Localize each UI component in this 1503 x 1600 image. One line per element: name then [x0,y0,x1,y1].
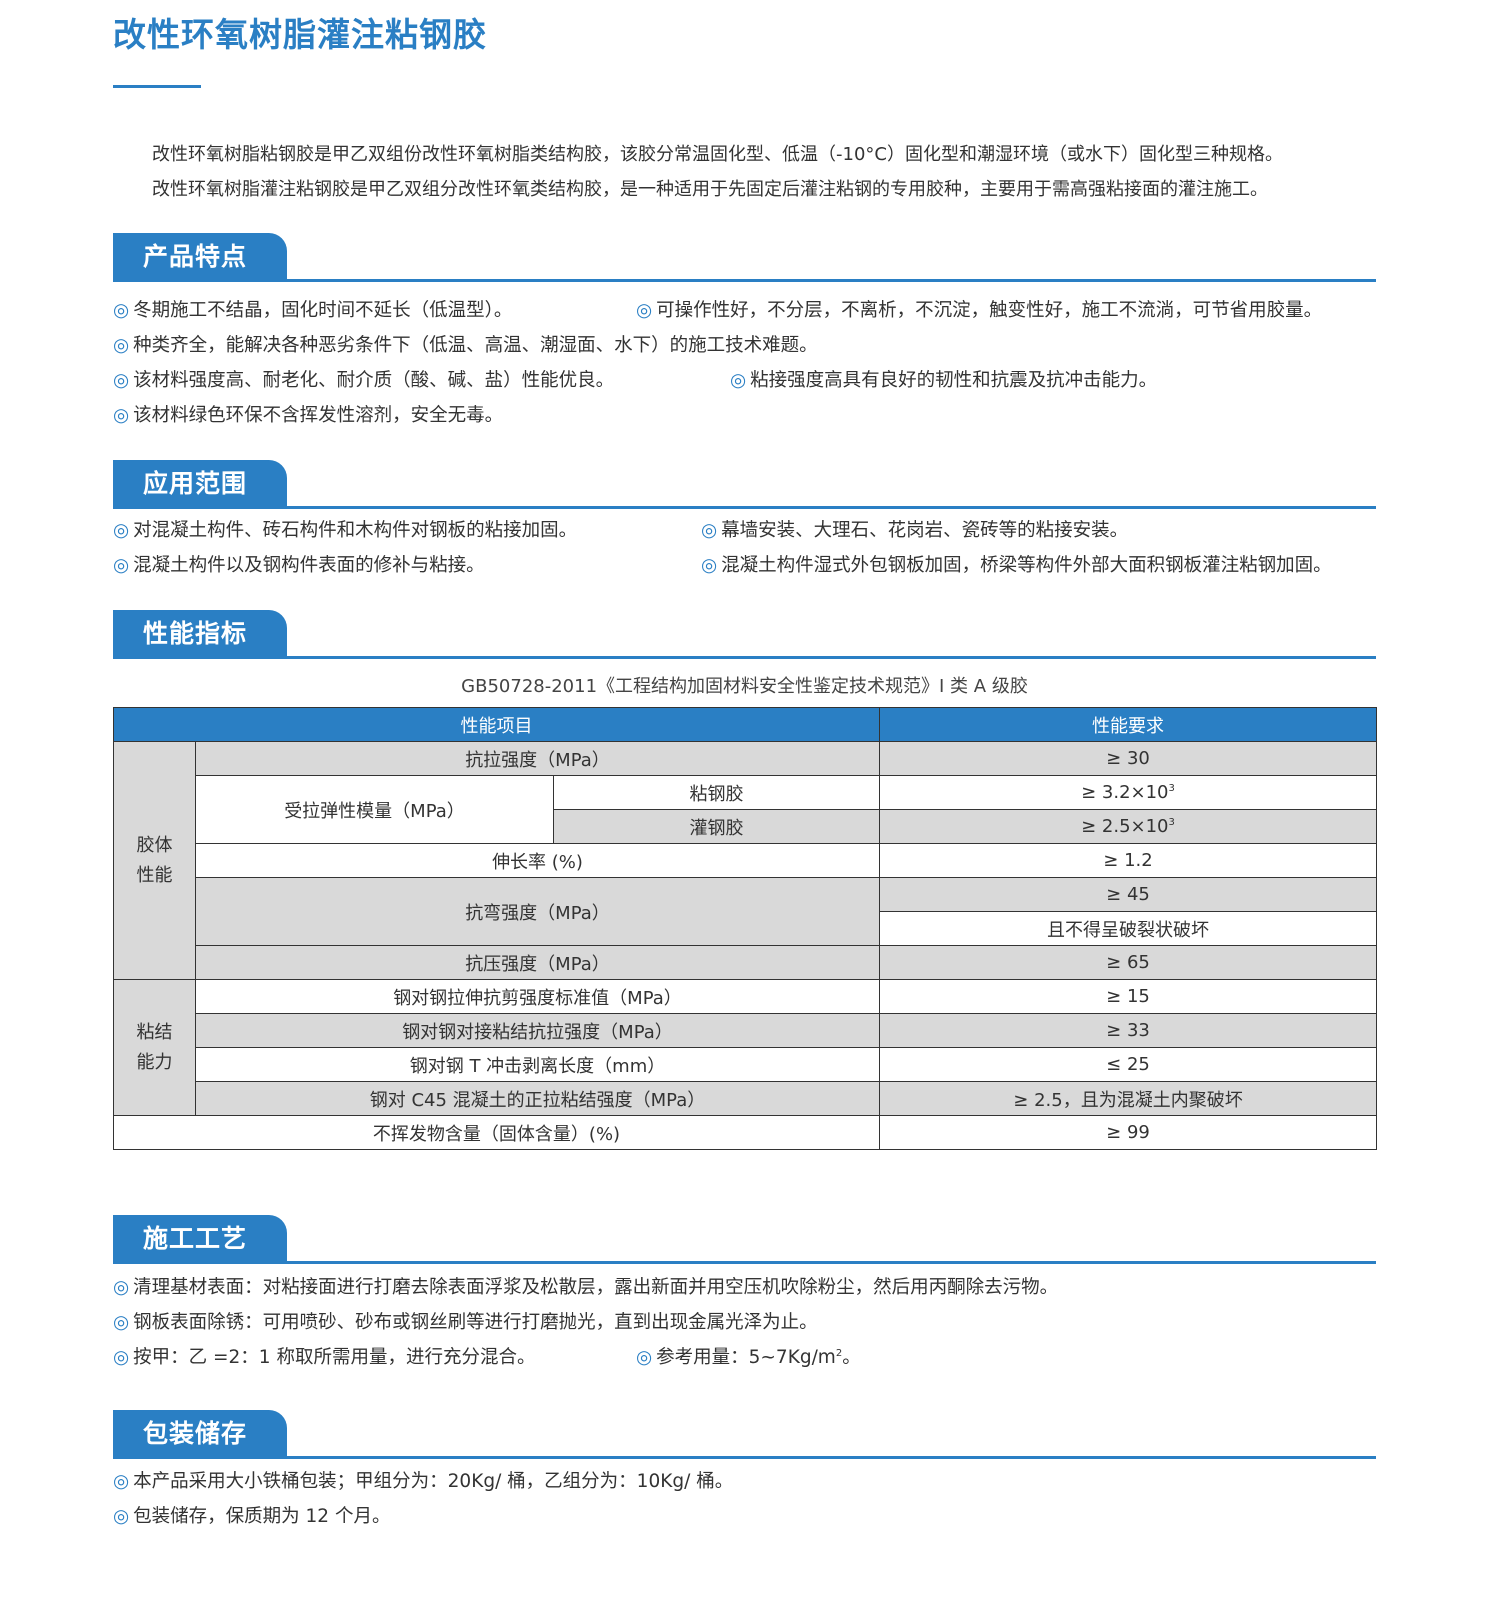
item-cell: 钢对钢对接粘结抗拉强度（MPa） [195,1013,880,1048]
table-row: 钢对钢对接粘结抗拉强度（MPa） ≥ 33 [113,1013,1377,1048]
value-cell: ≥ 3.2×103 [879,775,1377,810]
value-cell: ≥ 65 [879,945,1377,980]
intro-paragraph: 改性环氧树脂灌注粘钢胶是甲乙双组分改性环氧类结构胶，是一种适用于先固定后灌注粘钢… [152,179,1268,200]
item-cell: 钢对 C45 混凝土的正拉粘结强度（MPa） [195,1081,880,1116]
page-title: 改性环氧树脂灌注粘钢胶 [113,15,487,54]
item-cell: 受拉弹性模量（MPa） [195,775,554,844]
section-header-storage: 包装储存 [113,1410,1376,1459]
value-cell: ≥ 33 [879,1013,1377,1048]
section-title: 性能指标 [113,610,287,656]
list-item: ◎ 该材料强度高、耐老化、耐介质（酸、碱、盐）性能优良。 [113,370,615,391]
table-row: 不挥发物含量（固体含量）(%) ≥ 99 [113,1115,1377,1150]
sub-item-cell: 灌钢胶 [553,809,880,844]
table-row: 粘结能力 钢对钢拉伸抗剪强度标准值（MPa） ≥ 15 [113,979,1377,1116]
list-item: ◎ 对混凝土构件、砖石构件和木构件对钢板的粘接加固。 [113,520,578,541]
item-cell: 伸长率 (%) [195,843,880,878]
group-cell: 胶体性能 [113,741,196,980]
title-underline [113,85,201,88]
list-item: ◎ 粘接强度高具有良好的韧性和抗震及抗冲击能力。 [730,370,1158,391]
value-cell: ≥ 30 [879,741,1377,776]
performance-table: 性能项目 性能要求 胶体性能 抗拉强度（MPa） ≥ 30 受拉弹性模量（MPa） 粘钢… [113,707,1377,1150]
table-row: 伸长率 (%) ≥ 1.2 [113,843,1377,878]
table-row: 钢对 C45 混凝土的正拉粘结强度（MPa） ≥ 2.5，且为混凝土内聚破坏 [113,1081,1377,1116]
list-item: ◎ 该材料绿色环保不含挥发性溶剂，安全无毒。 [113,405,504,426]
table-row: 钢对钢 T 冲击剥离长度（mm） ≤ 25 [113,1047,1377,1082]
value-cell: ≥ 2.5，且为混凝土内聚破坏 [879,1081,1377,1116]
table-row: 受拉弹性模量（MPa） 粘钢胶 ≥ 3.2×103 [114,775,1377,844]
section-header-features: 产品特点 [113,233,1376,282]
table-row: 胶体性能 抗拉强度（MPa） ≥ 30 [113,741,1377,980]
list-item: ◎ 钢板表面除锈：可用喷砂、砂布或钢丝刷等进行打磨抛光，直到出现金属光泽为止。 [113,1312,818,1333]
section-title: 施工工艺 [113,1215,287,1261]
item-cell: 钢对钢拉伸抗剪强度标准值（MPa） [195,979,880,1014]
value-cell: 且不得呈破裂状破坏 [879,911,1377,946]
table-row: 抗弯强度（MPa） ≥ 45 [114,877,1377,946]
list-item: ◎ 种类齐全，能解决各种恶劣条件下（低温、高温、潮湿面、水下）的施工技术难题。 [113,335,818,356]
section-header-performance: 性能指标 [113,610,1376,659]
list-item: ◎ 包装储存，保质期为 12 个月。 [113,1506,391,1527]
item-cell: 抗拉强度（MPa） [195,741,880,776]
item-cell: 钢对钢 T 冲击剥离长度（mm） [195,1047,880,1082]
item-cell: 不挥发物含量（固体含量）(%) [113,1115,880,1150]
section-header-process: 施工工艺 [113,1215,1376,1264]
value-cell: ≤ 25 [879,1047,1377,1082]
section-title: 包装储存 [113,1410,287,1456]
value-cell: ≥ 2.5×103 [879,809,1377,844]
list-item: ◎ 混凝土构件以及钢构件表面的修补与粘接。 [113,555,485,576]
intro-paragraph: 改性环氧树脂粘钢胶是甲乙双组份改性环氧树脂类结构胶，该胶分常温固化型、低温（-1… [152,144,1283,165]
list-item: ◎ 参考用量：5~7Kg/m2。 [636,1347,861,1368]
value-cell: ≥ 99 [879,1115,1377,1150]
item-cell: 抗弯强度（MPa） [195,877,880,946]
table-row: 抗压强度（MPa） ≥ 65 [113,945,1377,980]
list-item: ◎ 清理基材表面：对粘接面进行打磨去除表面浮浆及松散层，露出新面并用空压机吹除粉尘… [113,1277,1059,1298]
list-item: ◎ 按甲：乙 =2：1 称取所需用量，进行充分混合。 [113,1347,536,1368]
header-cell: 性能项目 [113,707,880,742]
value-cell: ≥ 1.2 [879,843,1377,878]
section-title: 产品特点 [113,233,287,279]
list-item: ◎ 混凝土构件湿式外包钢板加固，桥梁等构件外部大面积钢板灌注粘钢加固。 [701,555,1332,576]
list-item: ◎ 本产品采用大小铁桶包装；甲组分为：20Kg/ 桶，乙组分为：10Kg/ 桶。 [113,1471,734,1492]
list-item: ◎ 可操作性好，不分层，不离析，不沉淀，触变性好，施工不流淌，可节省用胶量。 [636,300,1323,321]
table-header-row: 性能项目 性能要求 [113,707,1377,742]
section-title: 应用范围 [113,460,287,506]
table-caption: GB50728-2011《工程结构加固材料安全性鉴定技术规范》I 类 A 级胶 [461,676,1028,697]
list-item: ◎ 幕墙安装、大理石、花岗岩、瓷砖等的粘接安装。 [701,520,1129,541]
item-cell: 抗压强度（MPa） [195,945,880,980]
section-header-applications: 应用范围 [113,460,1376,509]
value-cell: ≥ 15 [879,979,1377,1014]
value-cell: ≥ 45 [879,877,1377,912]
list-item: ◎ 冬期施工不结晶，固化时间不延长（低温型）。 [113,300,513,321]
sub-item-cell: 粘钢胶 [553,775,880,810]
header-cell: 性能要求 [879,707,1377,742]
group-cell: 粘结能力 [113,979,196,1116]
table-row: 灌钢胶 ≥ 2.5×103 [113,809,1377,844]
